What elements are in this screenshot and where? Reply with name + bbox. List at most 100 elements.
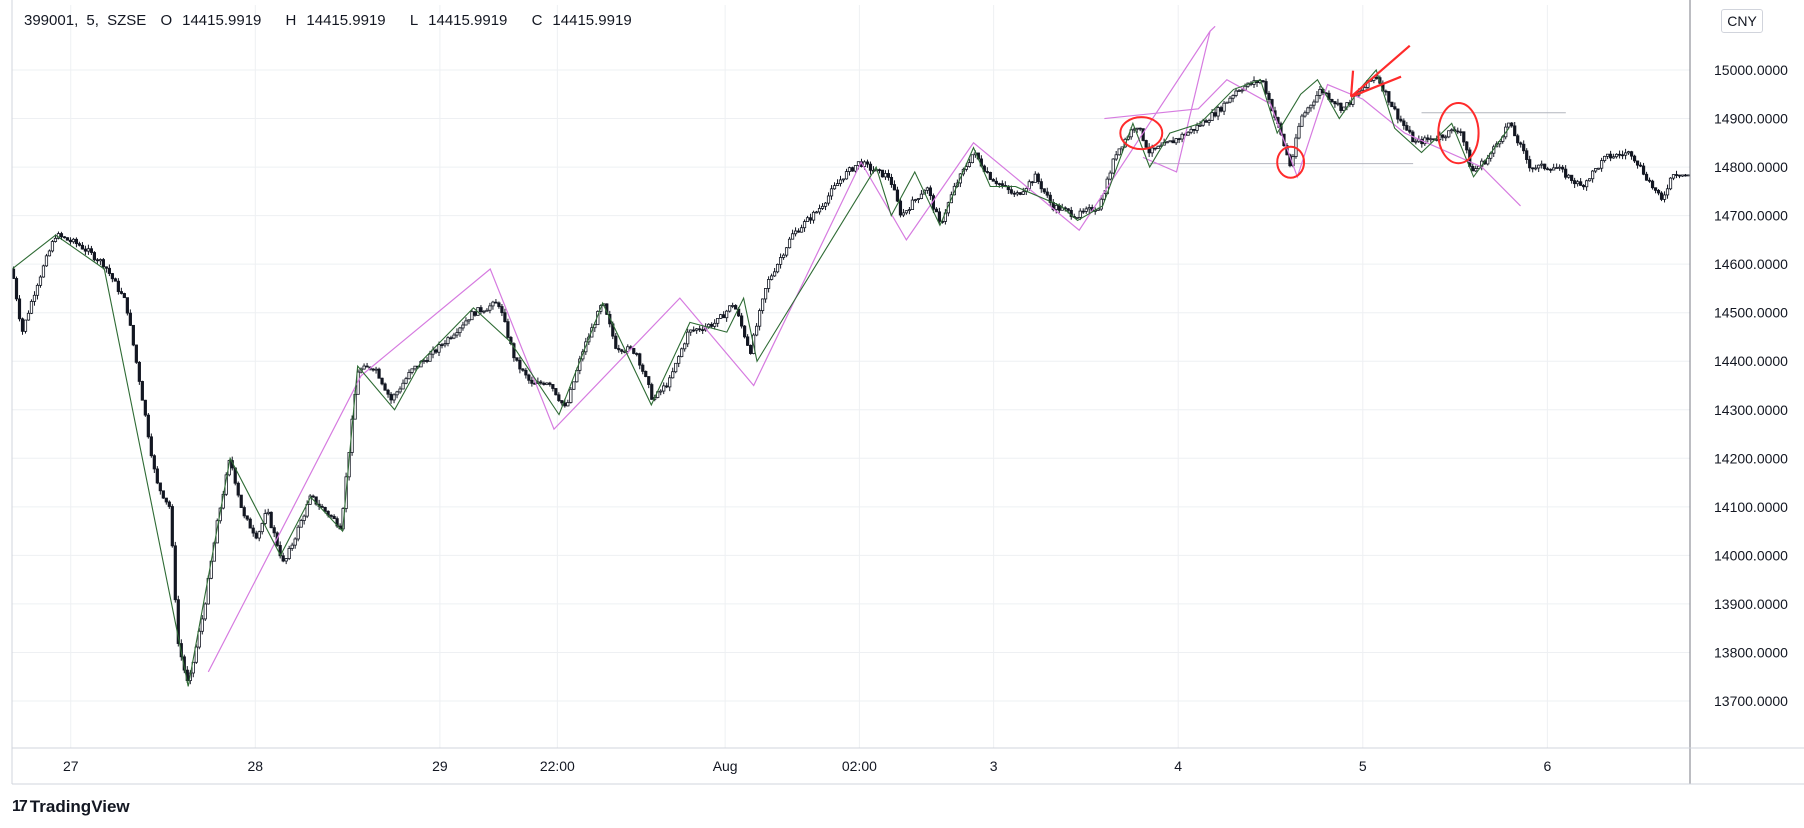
candle-body xyxy=(1231,95,1235,99)
candle-body xyxy=(458,327,462,334)
candle-body xyxy=(1135,127,1139,130)
candle-body xyxy=(1579,181,1583,186)
candle-body xyxy=(59,233,64,238)
currency-button[interactable]: CNY xyxy=(1721,9,1763,33)
candle-body xyxy=(515,357,519,361)
candle-body xyxy=(677,356,681,364)
candle-body xyxy=(1117,148,1121,156)
candle-body xyxy=(1638,164,1643,167)
candle-body xyxy=(1102,193,1106,200)
candle-body xyxy=(746,336,750,346)
candle-body xyxy=(1228,97,1232,103)
candle-body xyxy=(83,248,88,252)
annotations xyxy=(1119,44,1480,179)
candle-body xyxy=(626,346,630,352)
symbol-legend: 399001, 5, SZSE O 14415.9919 H 14415.9919 … xyxy=(24,12,652,29)
axes: 13700.0000 13800.0000 13900.0000 14000.0000… xyxy=(11,0,1804,785)
candle-body xyxy=(913,199,918,201)
candle-body xyxy=(569,388,573,403)
candle-body xyxy=(1558,166,1562,169)
candle-body xyxy=(161,490,165,499)
candle-body xyxy=(449,337,453,340)
candle-body xyxy=(1315,94,1319,103)
candle-body xyxy=(467,319,471,322)
candle-body xyxy=(1036,173,1040,183)
candle-body xyxy=(32,294,37,302)
candle-body xyxy=(904,210,909,214)
candle-body xyxy=(1564,168,1568,178)
x-tick-label: 22:00 xyxy=(540,758,575,774)
candle-body xyxy=(62,236,67,239)
y-tick-label: 14400.0000 xyxy=(1714,353,1788,369)
candle-body xyxy=(47,250,52,257)
candle-body xyxy=(934,208,938,213)
candle-body xyxy=(1486,157,1490,165)
candle-body xyxy=(617,348,621,351)
candle-body xyxy=(119,291,123,294)
candle-body xyxy=(44,255,49,267)
candle-body xyxy=(149,436,153,457)
candle-body xyxy=(38,276,43,286)
candle-body xyxy=(50,241,55,252)
legend-symbol[interactable]: 399001 xyxy=(24,12,75,29)
candle-body xyxy=(632,348,636,354)
candle-body xyxy=(799,227,804,233)
zigzag-small xyxy=(11,68,1510,687)
candle-body xyxy=(898,200,903,216)
candle-body xyxy=(1674,174,1679,176)
candle-body xyxy=(236,482,240,496)
candle-body xyxy=(967,162,971,167)
candle-body xyxy=(167,501,171,507)
candle-body xyxy=(1066,208,1070,211)
candle-body xyxy=(116,280,120,292)
candle-body xyxy=(910,199,915,210)
candle-body xyxy=(290,544,294,549)
candle-body xyxy=(856,161,861,166)
candle-body xyxy=(473,311,477,316)
candle-body xyxy=(551,384,555,389)
candle-body xyxy=(796,230,801,233)
candle-body xyxy=(371,368,375,371)
candle-body xyxy=(1474,168,1478,172)
candle-body xyxy=(749,344,753,354)
candle-body xyxy=(80,244,85,250)
candle-body xyxy=(793,230,798,235)
candle-body xyxy=(1189,128,1193,133)
candle-body xyxy=(1084,208,1088,212)
candle-body xyxy=(928,187,933,197)
legend-interval: 5 xyxy=(86,12,95,29)
candle-body xyxy=(68,239,73,243)
candle-body xyxy=(647,376,651,385)
candle-body xyxy=(95,259,99,262)
y-tick-label: 13800.0000 xyxy=(1714,644,1788,660)
branding-name: TradingView xyxy=(29,797,130,816)
x-tick-label: 4 xyxy=(1174,758,1182,774)
candle-body xyxy=(1683,174,1688,177)
candle-body xyxy=(1582,185,1586,188)
candle-body xyxy=(820,205,825,209)
x-tick-label: 27 xyxy=(63,758,79,774)
tradingview-branding[interactable]: 17 TradingView xyxy=(12,795,130,819)
candle-body xyxy=(242,507,246,517)
candle-body xyxy=(1534,167,1538,170)
y-tick-label: 14500.0000 xyxy=(1714,305,1788,321)
candle-body xyxy=(92,252,97,261)
candle-body xyxy=(731,305,735,307)
candle-body xyxy=(1393,106,1397,110)
candle-body xyxy=(1387,91,1391,103)
candle-body xyxy=(470,311,474,321)
candle-body xyxy=(257,531,261,539)
candle-body xyxy=(1576,181,1580,185)
candle-body xyxy=(1054,204,1058,210)
candle-body xyxy=(14,278,19,300)
candle-body xyxy=(1303,112,1307,117)
candle-body xyxy=(98,259,102,262)
candle-body xyxy=(925,187,930,191)
candle-body xyxy=(200,618,204,632)
candle-body xyxy=(134,344,138,363)
candle-body xyxy=(740,315,744,327)
candle-body xyxy=(1153,147,1157,150)
candle-body xyxy=(548,382,552,385)
candle-body xyxy=(1099,198,1103,210)
